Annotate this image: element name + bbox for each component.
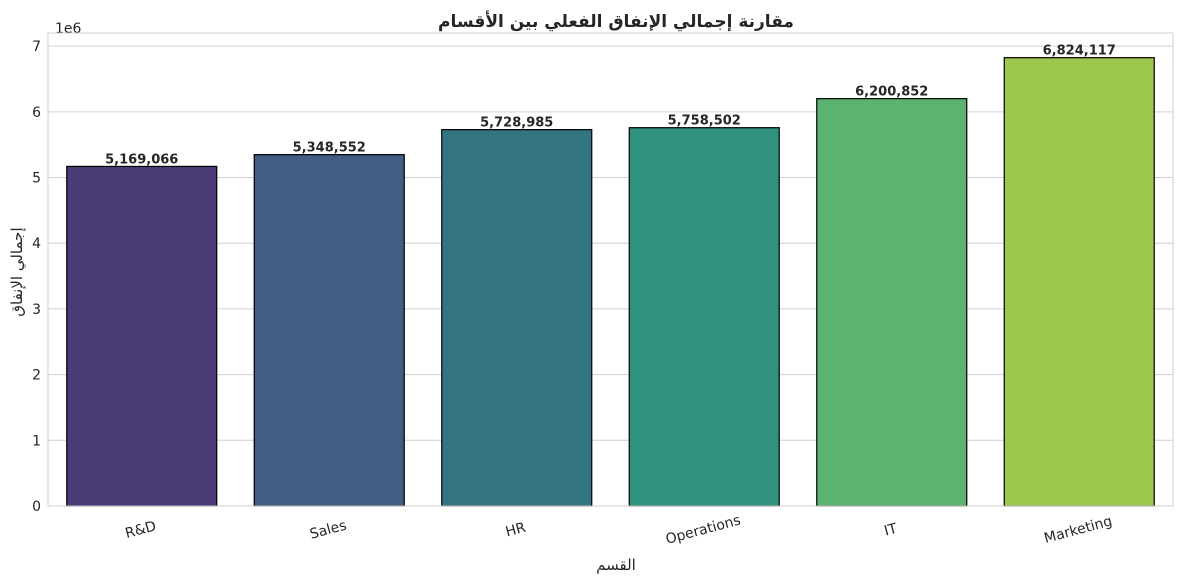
x-axis-title: القسم <box>596 556 636 574</box>
x-axis-ticks: R&D Sales HR Operations IT Marketing <box>123 512 1114 547</box>
bar <box>441 129 593 507</box>
y-axis-title: إجمالي الإنفاق <box>8 227 27 316</box>
bar-value-label: 5,169,066 <box>105 152 178 167</box>
x-tick-label: Sales <box>308 518 348 543</box>
x-tick-label: IT <box>883 521 900 540</box>
bar <box>66 165 218 507</box>
y-tick-label: 5 <box>32 171 41 187</box>
y-tick-label: 2 <box>32 368 41 384</box>
x-tick-label: Marketing <box>1042 513 1114 547</box>
y-scale-label: 1e6 <box>55 21 82 37</box>
y-tick-label: 6 <box>32 105 41 121</box>
bar-value-label: 5,728,985 <box>480 116 553 131</box>
y-tick-label: 0 <box>32 499 41 515</box>
bar-value-label: 5,758,502 <box>668 114 741 129</box>
bar <box>628 127 780 507</box>
y-axis-ticks: 0 1 2 3 4 5 6 7 <box>32 39 41 515</box>
x-tick-label: Operations <box>664 512 742 547</box>
bar-value-label: 6,200,852 <box>855 85 928 100</box>
x-tick-label: HR <box>504 520 528 541</box>
plot-frame <box>47 32 1174 507</box>
gridlines <box>48 45 1173 507</box>
y-tick-label: 4 <box>32 236 41 252</box>
y-tick-label: 7 <box>32 39 41 55</box>
x-tick-label: R&D <box>123 518 158 542</box>
bar <box>1003 57 1155 507</box>
y-tick-label: 1 <box>32 433 41 449</box>
chart-title: مقارنة إجمالي الإنفاق الفعلي بين الأقسام <box>438 11 794 32</box>
bar-value-label: 5,348,552 <box>293 141 366 156</box>
bar <box>253 154 405 507</box>
bar <box>816 98 968 507</box>
y-tick-label: 3 <box>32 302 41 318</box>
bar-value-labels: 5,169,066 5,348,552 5,728,985 5,758,502 6,20… <box>105 44 1116 168</box>
bars <box>66 57 1155 507</box>
bar-value-label: 6,824,117 <box>1043 44 1116 59</box>
